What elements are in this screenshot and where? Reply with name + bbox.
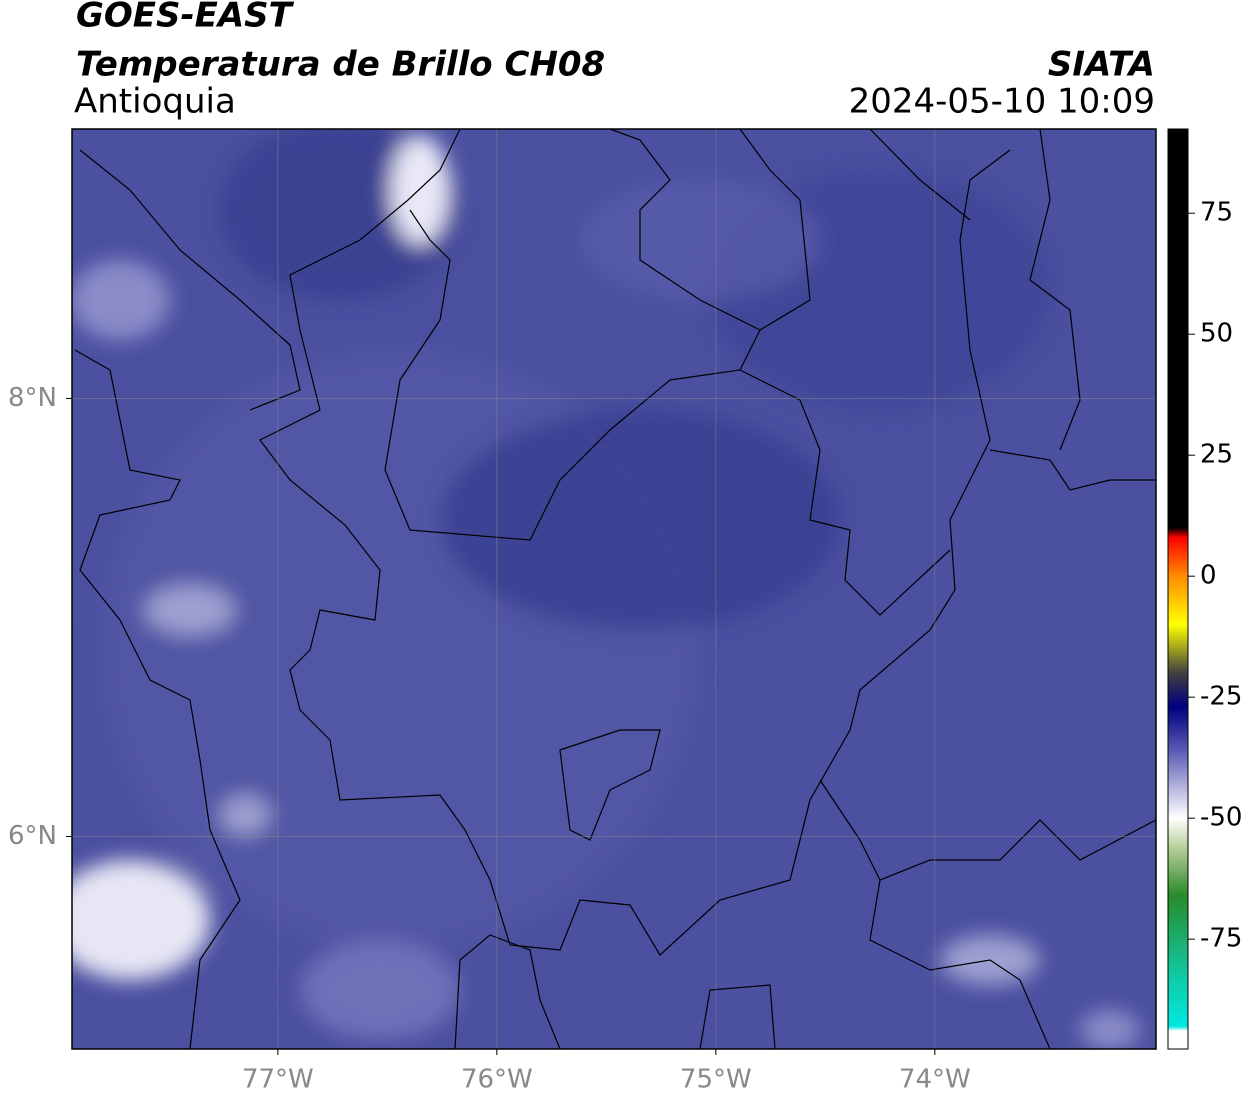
x-tick-label: 76°W	[461, 1065, 533, 1095]
grid	[72, 129, 1156, 1049]
map-frame	[71, 128, 1157, 1050]
y-tick-label: 6°N	[8, 821, 57, 851]
source: SIATA	[1048, 45, 1155, 85]
subtitle: Temperatura de Brillo CH08	[76, 45, 605, 85]
colorbar-tick-label: -50	[1200, 803, 1242, 833]
map	[72, 129, 1156, 1049]
borders	[74, 129, 1156, 1049]
datetime: 2024-05-10 10:09	[849, 82, 1155, 122]
colorbar-tick-label: 50	[1200, 319, 1233, 349]
colorbar-tick-label: 0	[1200, 561, 1217, 591]
colorbar-tick-label: -25	[1200, 682, 1242, 712]
colorbar	[1167, 128, 1189, 1050]
x-tick-label: 77°W	[242, 1065, 314, 1095]
y-tick-label: 8°N	[8, 383, 57, 413]
x-tick-label: 74°W	[899, 1065, 971, 1095]
colorbar-tick-label: 25	[1200, 440, 1233, 470]
temperature-field	[72, 129, 1140, 1049]
labels: 77°W 76°W 75°W 74°W 6°N 8°N 75 50 25 0 -25 -50 -75	[8, 198, 1242, 1095]
region: Antioquia	[74, 82, 236, 122]
x-tick-label: 75°W	[680, 1065, 752, 1095]
colorbar-tick-label: 75	[1200, 198, 1233, 228]
title: GOES-EAST	[76, 0, 295, 36]
colorbar-tick-label: -75	[1200, 924, 1242, 954]
